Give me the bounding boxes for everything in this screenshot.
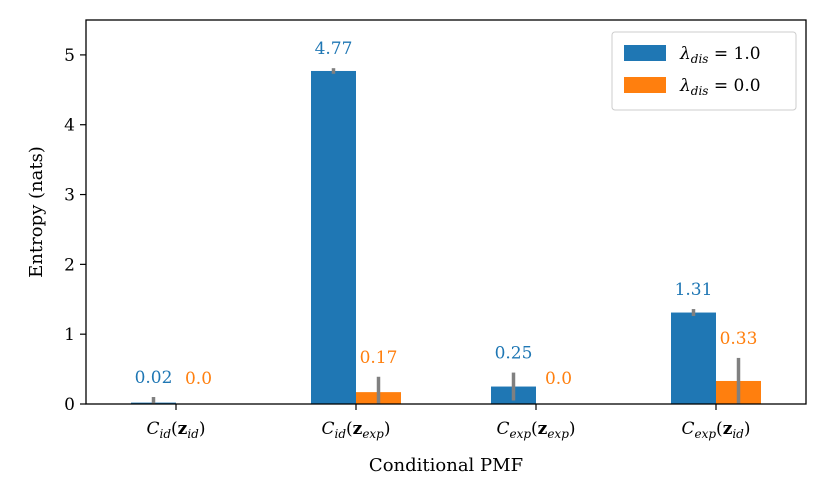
- legend-label-0: λdis = 1.0: [679, 44, 761, 66]
- x-tick-label-3: Cexp(zid): [681, 419, 750, 441]
- plot-frame: [85, 19, 807, 405]
- y-tick-label-3: 3: [64, 186, 75, 206]
- bars-layer: [131, 70, 761, 404]
- y-axis: 0 1 2 3 4 5: [64, 46, 86, 415]
- data-label-s1-c0: 0.0: [185, 369, 212, 389]
- legend-swatch-0: [624, 45, 666, 61]
- error-bars-layer: [151, 68, 741, 404]
- x-axis: Cid(zid) Cid(zexp) Cexp(zexp) Cexp(zid): [146, 404, 751, 441]
- data-label-s1-c3: 0.33: [720, 329, 758, 349]
- x-axis-label: Conditional PMF: [369, 455, 523, 476]
- x-tick-label-0: Cid(zid): [146, 419, 205, 441]
- data-label-s0-c2: 0.25: [495, 344, 533, 364]
- bar-s0-c1: [311, 70, 356, 404]
- y-tick-label-2: 2: [64, 255, 75, 275]
- y-tick-label-4: 4: [64, 116, 75, 136]
- y-axis-label: Entropy (nats): [26, 146, 47, 278]
- legend-swatch-1: [624, 77, 666, 93]
- data-label-s1-c1: 0.17: [360, 348, 398, 368]
- y-tick-label-1: 1: [64, 325, 75, 345]
- legend: λdis = 1.0 λdis = 0.0: [611, 31, 797, 111]
- data-labels-layer: 0.02 4.77 0.25 1.31 0.0 0.17 0.0 0.33: [135, 39, 758, 389]
- legend-label-1: λdis = 0.0: [679, 76, 761, 98]
- x-tick-label-2: Cexp(zexp): [496, 419, 575, 441]
- data-label-s0-c1: 4.77: [315, 39, 353, 59]
- data-label-s0-c0: 0.02: [135, 368, 173, 388]
- bar-s0-c3: [671, 312, 716, 404]
- y-tick-label-5: 5: [64, 46, 75, 66]
- y-tick-label-0: 0: [64, 395, 75, 415]
- data-label-s0-c3: 1.31: [675, 280, 713, 300]
- x-tick-label-1: Cid(zexp): [321, 419, 390, 441]
- data-label-s1-c2: 0.0: [545, 369, 572, 389]
- legend-box: [611, 31, 797, 111]
